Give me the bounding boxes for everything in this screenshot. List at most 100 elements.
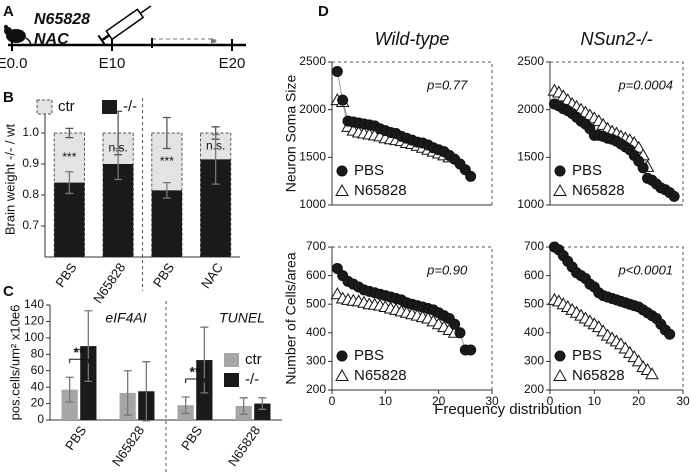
legend-swatch (36, 99, 53, 115)
y-tick-label: 0.9 (22, 156, 39, 170)
legend-marker (554, 165, 566, 177)
legend-swatch (102, 100, 117, 114)
frame (550, 61, 684, 205)
y-tick-label: 40 (31, 379, 45, 393)
error-bar (162, 181, 171, 199)
legend-label: N65828 (354, 367, 407, 384)
y-tick-label: 1500 (517, 150, 544, 164)
mouse-icon (3, 24, 32, 47)
legend-swatch (224, 353, 239, 367)
significance-bracket (69, 358, 89, 364)
y-tick-label: 60 (31, 363, 45, 377)
legend-label: PBS (572, 162, 602, 179)
y-tick-label: 1.0 (22, 125, 39, 139)
treatment-arrow (152, 38, 216, 44)
legend-label: -/- (123, 98, 137, 115)
y-tick-label: 80 (31, 346, 45, 360)
data-point (331, 66, 343, 78)
error-bar (258, 397, 267, 410)
legend-label: ctr (245, 351, 262, 368)
error-bar (84, 310, 93, 383)
error-bar (211, 133, 220, 185)
panel-label: A (3, 3, 14, 20)
y-tick-label: 2500 (299, 54, 326, 68)
legend-marker (335, 183, 349, 196)
x-tick-label: PBS (178, 423, 205, 453)
x-tick-label: 10 (588, 394, 602, 408)
legend-label: N65828 (572, 182, 625, 199)
y-tick-label: 400 (306, 325, 326, 339)
significance-bracket (185, 378, 205, 383)
timeline-label: E10 (99, 55, 126, 72)
error-bar (123, 370, 132, 416)
y-tick-label: 200 (306, 382, 326, 396)
legend-marker (554, 350, 566, 362)
x-tick-label: N65828 (109, 423, 147, 469)
data-point (645, 367, 659, 380)
treatment-label: NAC (34, 31, 69, 48)
bar (54, 182, 85, 257)
legend-marker (553, 368, 567, 381)
y-tick-label: 600 (524, 268, 544, 282)
error-bar (239, 397, 248, 415)
frame (550, 246, 684, 390)
error-bar (114, 147, 123, 181)
error-bar (65, 127, 74, 139)
data-point (668, 190, 680, 202)
y-tick-label: 500 (306, 296, 326, 310)
data-point (637, 162, 649, 174)
p-value: p=0.90 (426, 262, 468, 277)
p-value: p=0.77 (426, 77, 468, 92)
y-tick-label: 0.7 (22, 218, 39, 232)
legend-label: PBS (354, 347, 384, 364)
data-point (449, 318, 461, 330)
error-bar (65, 171, 74, 195)
data-point (337, 94, 349, 106)
chart-title: Wild-type (375, 29, 450, 49)
legend-swatch (224, 373, 239, 387)
significance-label: ** (190, 364, 201, 380)
y-tick-label: 2500 (517, 54, 544, 68)
y-tick-label: 0.8 (22, 187, 39, 201)
chart-title: NSun2-/- (580, 29, 652, 49)
p-value: p=0.0004 (617, 77, 673, 92)
y-axis-label: Number of Cells/area (283, 252, 299, 384)
y-tick-label: 200 (524, 382, 544, 396)
legend-label: -/- (245, 371, 259, 388)
x-tick-label: N65828 (90, 260, 128, 306)
bar (61, 389, 78, 420)
x-tick-label: 30 (676, 394, 690, 408)
y-tick-label: 600 (306, 268, 326, 282)
error-bar (162, 116, 171, 150)
y-tick-label: 100 (24, 330, 44, 344)
data-point (454, 327, 466, 339)
treatment-label: N65828 (34, 11, 90, 28)
y-tick-label: 0 (37, 412, 44, 426)
syringe-icon (97, 5, 152, 46)
legend-label: N65828 (572, 367, 625, 384)
significance-label: ** (74, 344, 85, 360)
y-tick-label: 140 (24, 297, 44, 311)
timeline-label: E0.0 (0, 55, 27, 72)
significance-label: n.s. (108, 141, 127, 155)
p-value: p<0.0001 (617, 262, 673, 277)
x-tick-label: 20 (432, 394, 446, 408)
legend-marker (336, 350, 348, 362)
data-point (465, 344, 477, 356)
x-tick-label: 20 (632, 394, 646, 408)
y-axis-label: pos.cells/um² x10e6 (7, 305, 22, 421)
y-tick-label: 2000 (517, 102, 544, 116)
y-tick-label: 500 (524, 296, 544, 310)
y-tick-label: 1500 (299, 150, 326, 164)
legend-marker (336, 165, 348, 177)
error-bar (65, 376, 74, 403)
x-tick-label: PBS (62, 423, 89, 453)
significance-label: n.s. (206, 138, 225, 152)
bar (254, 403, 271, 420)
y-axis-label: Neuron Soma Size (283, 75, 299, 193)
x-tick-label: N65828 (225, 423, 263, 469)
data-point (465, 170, 477, 182)
y-tick-label: 700 (524, 239, 544, 253)
x-tick-label: NAC (198, 260, 226, 291)
x-tick-label: 0 (329, 394, 336, 408)
